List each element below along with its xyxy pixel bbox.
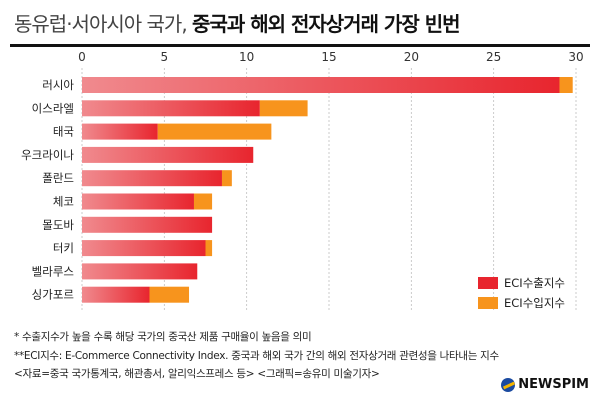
bar-import xyxy=(149,286,190,303)
category-label: 체코 xyxy=(53,195,74,209)
chart-title: 동유럽·서아시아 국가, 중국과 해외 전자상거래 가장 빈번 xyxy=(14,8,461,37)
title-bold: 중국과 해외 전자상거래 가장 빈번 xyxy=(192,12,460,36)
bar-export xyxy=(82,193,194,210)
legend-item-import: ECI수입지수 xyxy=(478,293,565,313)
bar-export xyxy=(82,100,260,117)
bar-export xyxy=(82,170,222,187)
x-tick-label: 0 xyxy=(78,50,86,64)
category-label: 태국 xyxy=(53,125,74,139)
source-credit: <자료=중국 국가통계국, 해관총서, 알리익스프레스 등> <그래픽=송유미 … xyxy=(14,368,380,380)
title-light: 동유럽·서아시아 국가, xyxy=(14,12,188,36)
bar-import xyxy=(559,77,573,93)
bar-import xyxy=(205,240,213,257)
title-divider xyxy=(10,44,590,47)
bar-export xyxy=(82,263,198,280)
legend-swatch-import xyxy=(478,297,498,309)
legend-swatch-export xyxy=(478,277,498,289)
category-label: 터키 xyxy=(53,241,74,255)
bar-export xyxy=(82,123,158,140)
bar-import xyxy=(193,193,213,210)
logo-text: NEWSPIM xyxy=(518,377,589,392)
bars xyxy=(82,77,573,303)
category-label: 러시아 xyxy=(42,78,74,92)
legend-item-export: ECI수출지수 xyxy=(478,273,565,293)
x-tick-label: 30 xyxy=(568,50,583,64)
x-tick-label: 10 xyxy=(239,50,254,64)
legend-label-export: ECI수출지수 xyxy=(504,276,566,290)
newspim-logo-icon xyxy=(501,377,516,392)
newspim-logo: NEWSPIM xyxy=(501,377,589,392)
bar-import xyxy=(221,170,232,187)
category-label: 폴란드 xyxy=(42,171,74,185)
x-tick-label: 20 xyxy=(404,50,419,64)
category-label: 이스라엘 xyxy=(32,101,74,115)
bar-chart: 0 5 10 15 20 25 30 러시아이스라엘태국우크라이나폴란드체코몰도바터키벨라루… xyxy=(21,50,584,310)
footnote: **ECI지수: E-Commerce Connectivity Index. … xyxy=(14,349,499,362)
category-label: 싱가포르 xyxy=(32,288,74,302)
bar-export xyxy=(82,146,254,163)
legend: ECI수출지수 ECI수입지수 xyxy=(478,273,565,313)
category-label: 벨라루스 xyxy=(32,264,74,278)
bar-export xyxy=(82,286,150,303)
bar-export xyxy=(82,216,213,233)
bar-import xyxy=(259,100,308,117)
x-axis-ticks: 0 5 10 15 20 25 30 xyxy=(78,50,583,64)
x-tick-label: 5 xyxy=(161,50,169,64)
x-tick-label: 25 xyxy=(486,50,501,64)
x-tick-label: 15 xyxy=(321,50,336,64)
bar-export xyxy=(82,77,560,93)
category-label: 몰도바 xyxy=(42,218,74,232)
legend-label-import: ECI수입지수 xyxy=(504,296,566,310)
footnotes: * 수출지수가 높을 수록 해당 국가의 중국산 제품 구매율이 높음을 의미 … xyxy=(14,328,499,384)
category-label: 우크라이나 xyxy=(21,148,74,162)
bar-import xyxy=(157,123,272,140)
bar-export xyxy=(82,240,206,257)
footnote: * 수출지수가 높을 수록 해당 국가의 중국산 제품 구매율이 높음을 의미 xyxy=(14,331,312,343)
